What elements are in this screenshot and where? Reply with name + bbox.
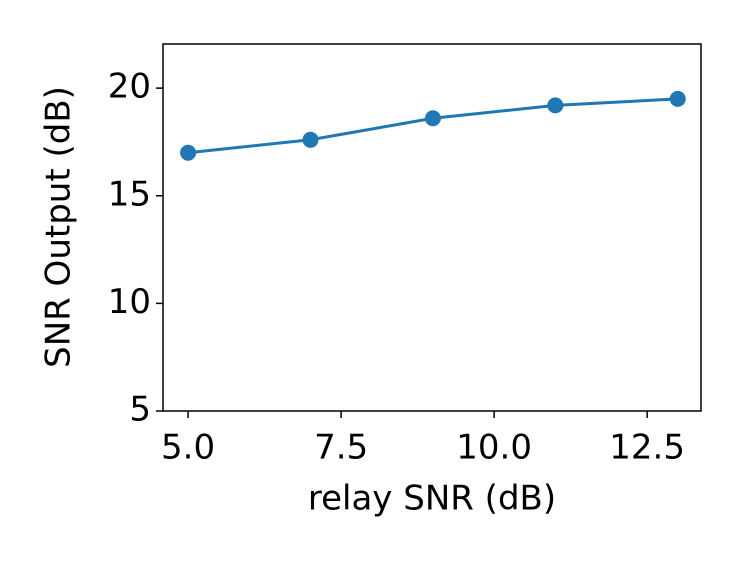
y-tick-label: 10	[108, 282, 151, 322]
point-marker	[669, 90, 686, 107]
x-tick-label: 12.5	[609, 428, 685, 468]
point-marker	[547, 97, 564, 114]
y-tick-label: 5	[129, 390, 151, 430]
y-axis-label: SNR Output (dB)	[39, 86, 79, 368]
y-tick-label: 20	[108, 67, 151, 107]
point-marker	[302, 131, 319, 148]
y-tick-label: 15	[108, 174, 151, 214]
x-tick-label: 7.5	[314, 428, 368, 468]
point-marker	[424, 110, 441, 127]
point-marker	[180, 144, 197, 161]
plot-frame	[162, 43, 702, 412]
x-axis-label: relay SNR (dB)	[308, 479, 556, 519]
x-tick-label: 5.0	[161, 428, 215, 468]
x-tick-label: 10.0	[456, 428, 532, 468]
